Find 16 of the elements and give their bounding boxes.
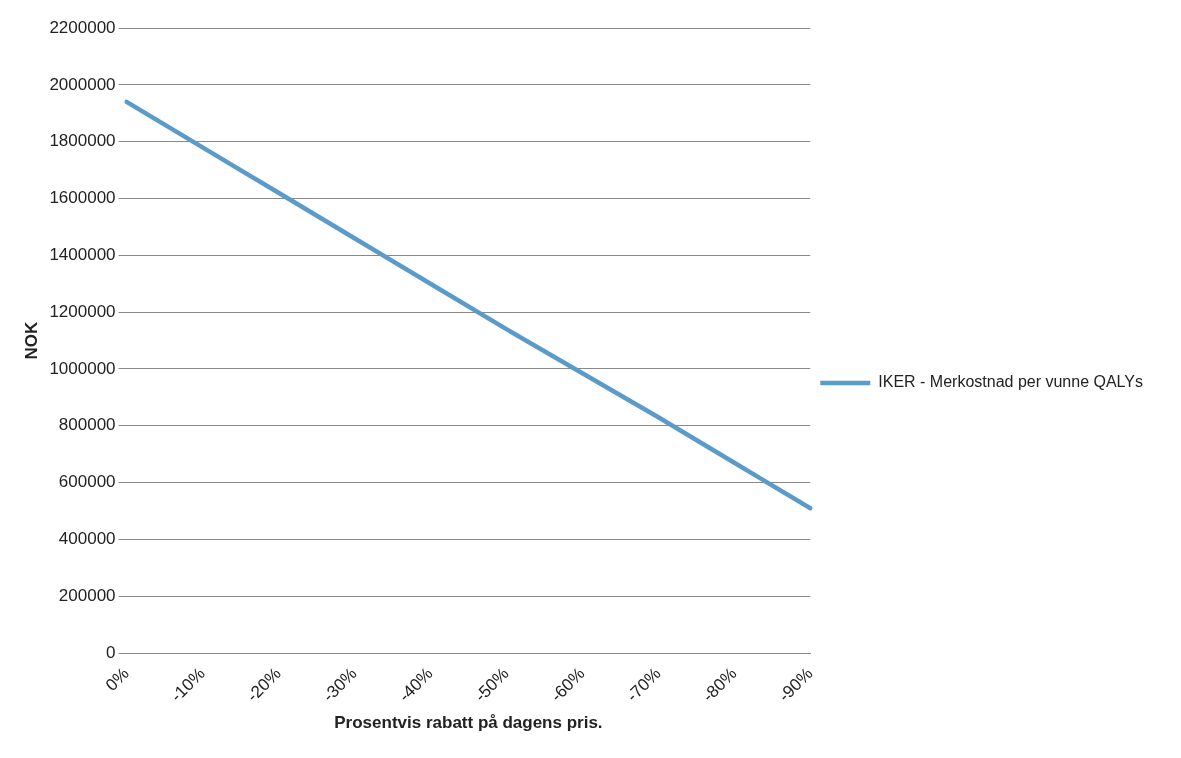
y-tick-label: 1800000: [49, 131, 116, 151]
y-tick-label: 1600000: [49, 188, 116, 208]
y-tick-label: 2000000: [49, 74, 116, 94]
y-tick-label: 600000: [58, 472, 116, 492]
y-tick-label: 0: [106, 642, 116, 662]
y-tick-label: 1200000: [49, 301, 116, 321]
y-tick-label: 800000: [58, 415, 116, 435]
y-tick-label: 1400000: [49, 245, 116, 264]
y-axis-title: NOK: [21, 320, 41, 360]
x-tick-label: 0%: [101, 664, 133, 695]
x-axis-title: Prosentvis rabatt på dagens pris.: [334, 713, 603, 733]
y-tick-label: 400000: [58, 529, 116, 549]
y-tick-label: 1000000: [49, 358, 116, 378]
y-tick-label: 200000: [58, 585, 116, 605]
legend-label: IKER - Merkostnad per vunne QALYs: [878, 373, 1144, 391]
y-tick-label: 2200000: [49, 17, 116, 37]
